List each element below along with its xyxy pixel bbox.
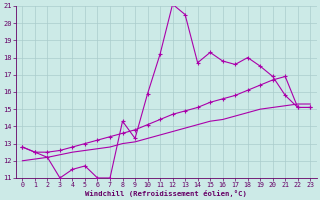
- X-axis label: Windchill (Refroidissement éolien,°C): Windchill (Refroidissement éolien,°C): [85, 190, 247, 197]
